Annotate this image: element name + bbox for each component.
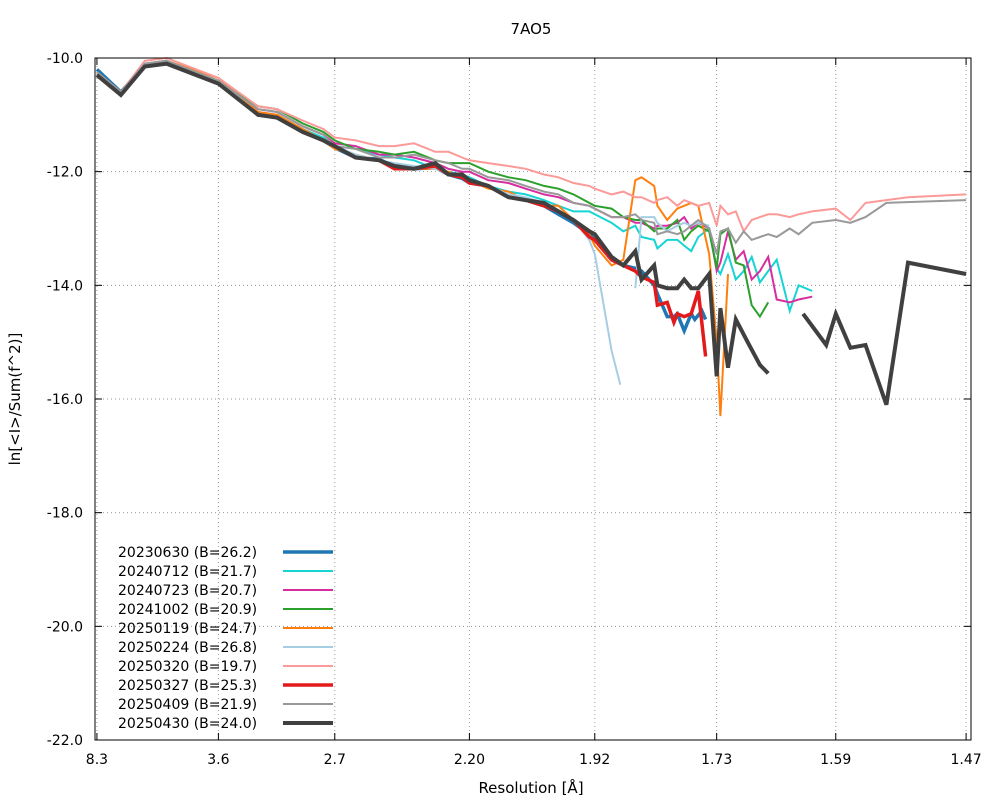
x-tick-label-3: 2.20 [454,752,485,768]
series-line-4 [96,59,729,417]
x-tick-label-4: 1.92 [579,752,610,768]
legend-label-2: 20240723 (B=20.7) [118,583,257,599]
legend-label-0: 20230630 (B=26.2) [118,545,257,561]
y-axis-label: ln[<I>/Sum(f^2)] [6,333,24,466]
grid-lines [95,57,971,741]
y-tick-label-3: -16.0 [47,392,83,408]
x-axis-label: Resolution [Å] [478,778,583,797]
x-tick-label-2: 2.7 [324,752,346,768]
x-tick-label-5: 1.73 [701,752,732,768]
x-tick-label-0: 8.3 [86,752,108,768]
y-tick-label-4: -18.0 [47,506,83,522]
series-line-6 [96,56,967,234]
y-tick-label-1: -12.0 [47,165,83,181]
series-line-0 [95,60,708,336]
legend-label-6: 20250320 (B=19.7) [118,659,257,675]
y-tick-label-0: -10.0 [47,51,83,67]
legend-label-7: 20250327 (B=25.3) [118,678,257,694]
x-tick-label-7: 1.47 [951,752,982,768]
chart-title: 7AO5 [511,20,552,38]
series-line-5 [96,59,710,386]
y-tick-label-5: -20.0 [47,619,83,635]
series-line-2 [96,59,813,304]
y-tick-label-2: -14.0 [47,278,83,294]
y-tick-label-6: -22.0 [47,733,83,749]
series-lines [95,56,967,417]
legend-label-5: 20250224 (B=26.8) [118,640,257,656]
legend-label-4: 20250119 (B=24.7) [118,621,257,637]
series-line-9 [95,61,967,406]
legend-label-9: 20250430 (B=24.0) [118,716,257,732]
x-tick-label-6: 1.59 [820,752,851,768]
axis-ticks: 8.3 3.6 2.7 2.20 1.92 1.73 1.59 1.47 -10.0 -12.0 -… [47,51,982,768]
legend-label-1: 20240712 (B=21.7) [118,564,257,580]
legend-label-3: 20241002 (B=20.9) [118,602,257,618]
legend-label-8: 20250409 (B=21.9) [118,697,257,713]
series-line-1 [96,59,813,315]
series-line-3 [96,59,770,319]
legend: 20230630 (B=26.2) 20240712 (B=21.7) 202407… [118,545,333,732]
x-tick-label-1: 3.6 [207,752,229,768]
